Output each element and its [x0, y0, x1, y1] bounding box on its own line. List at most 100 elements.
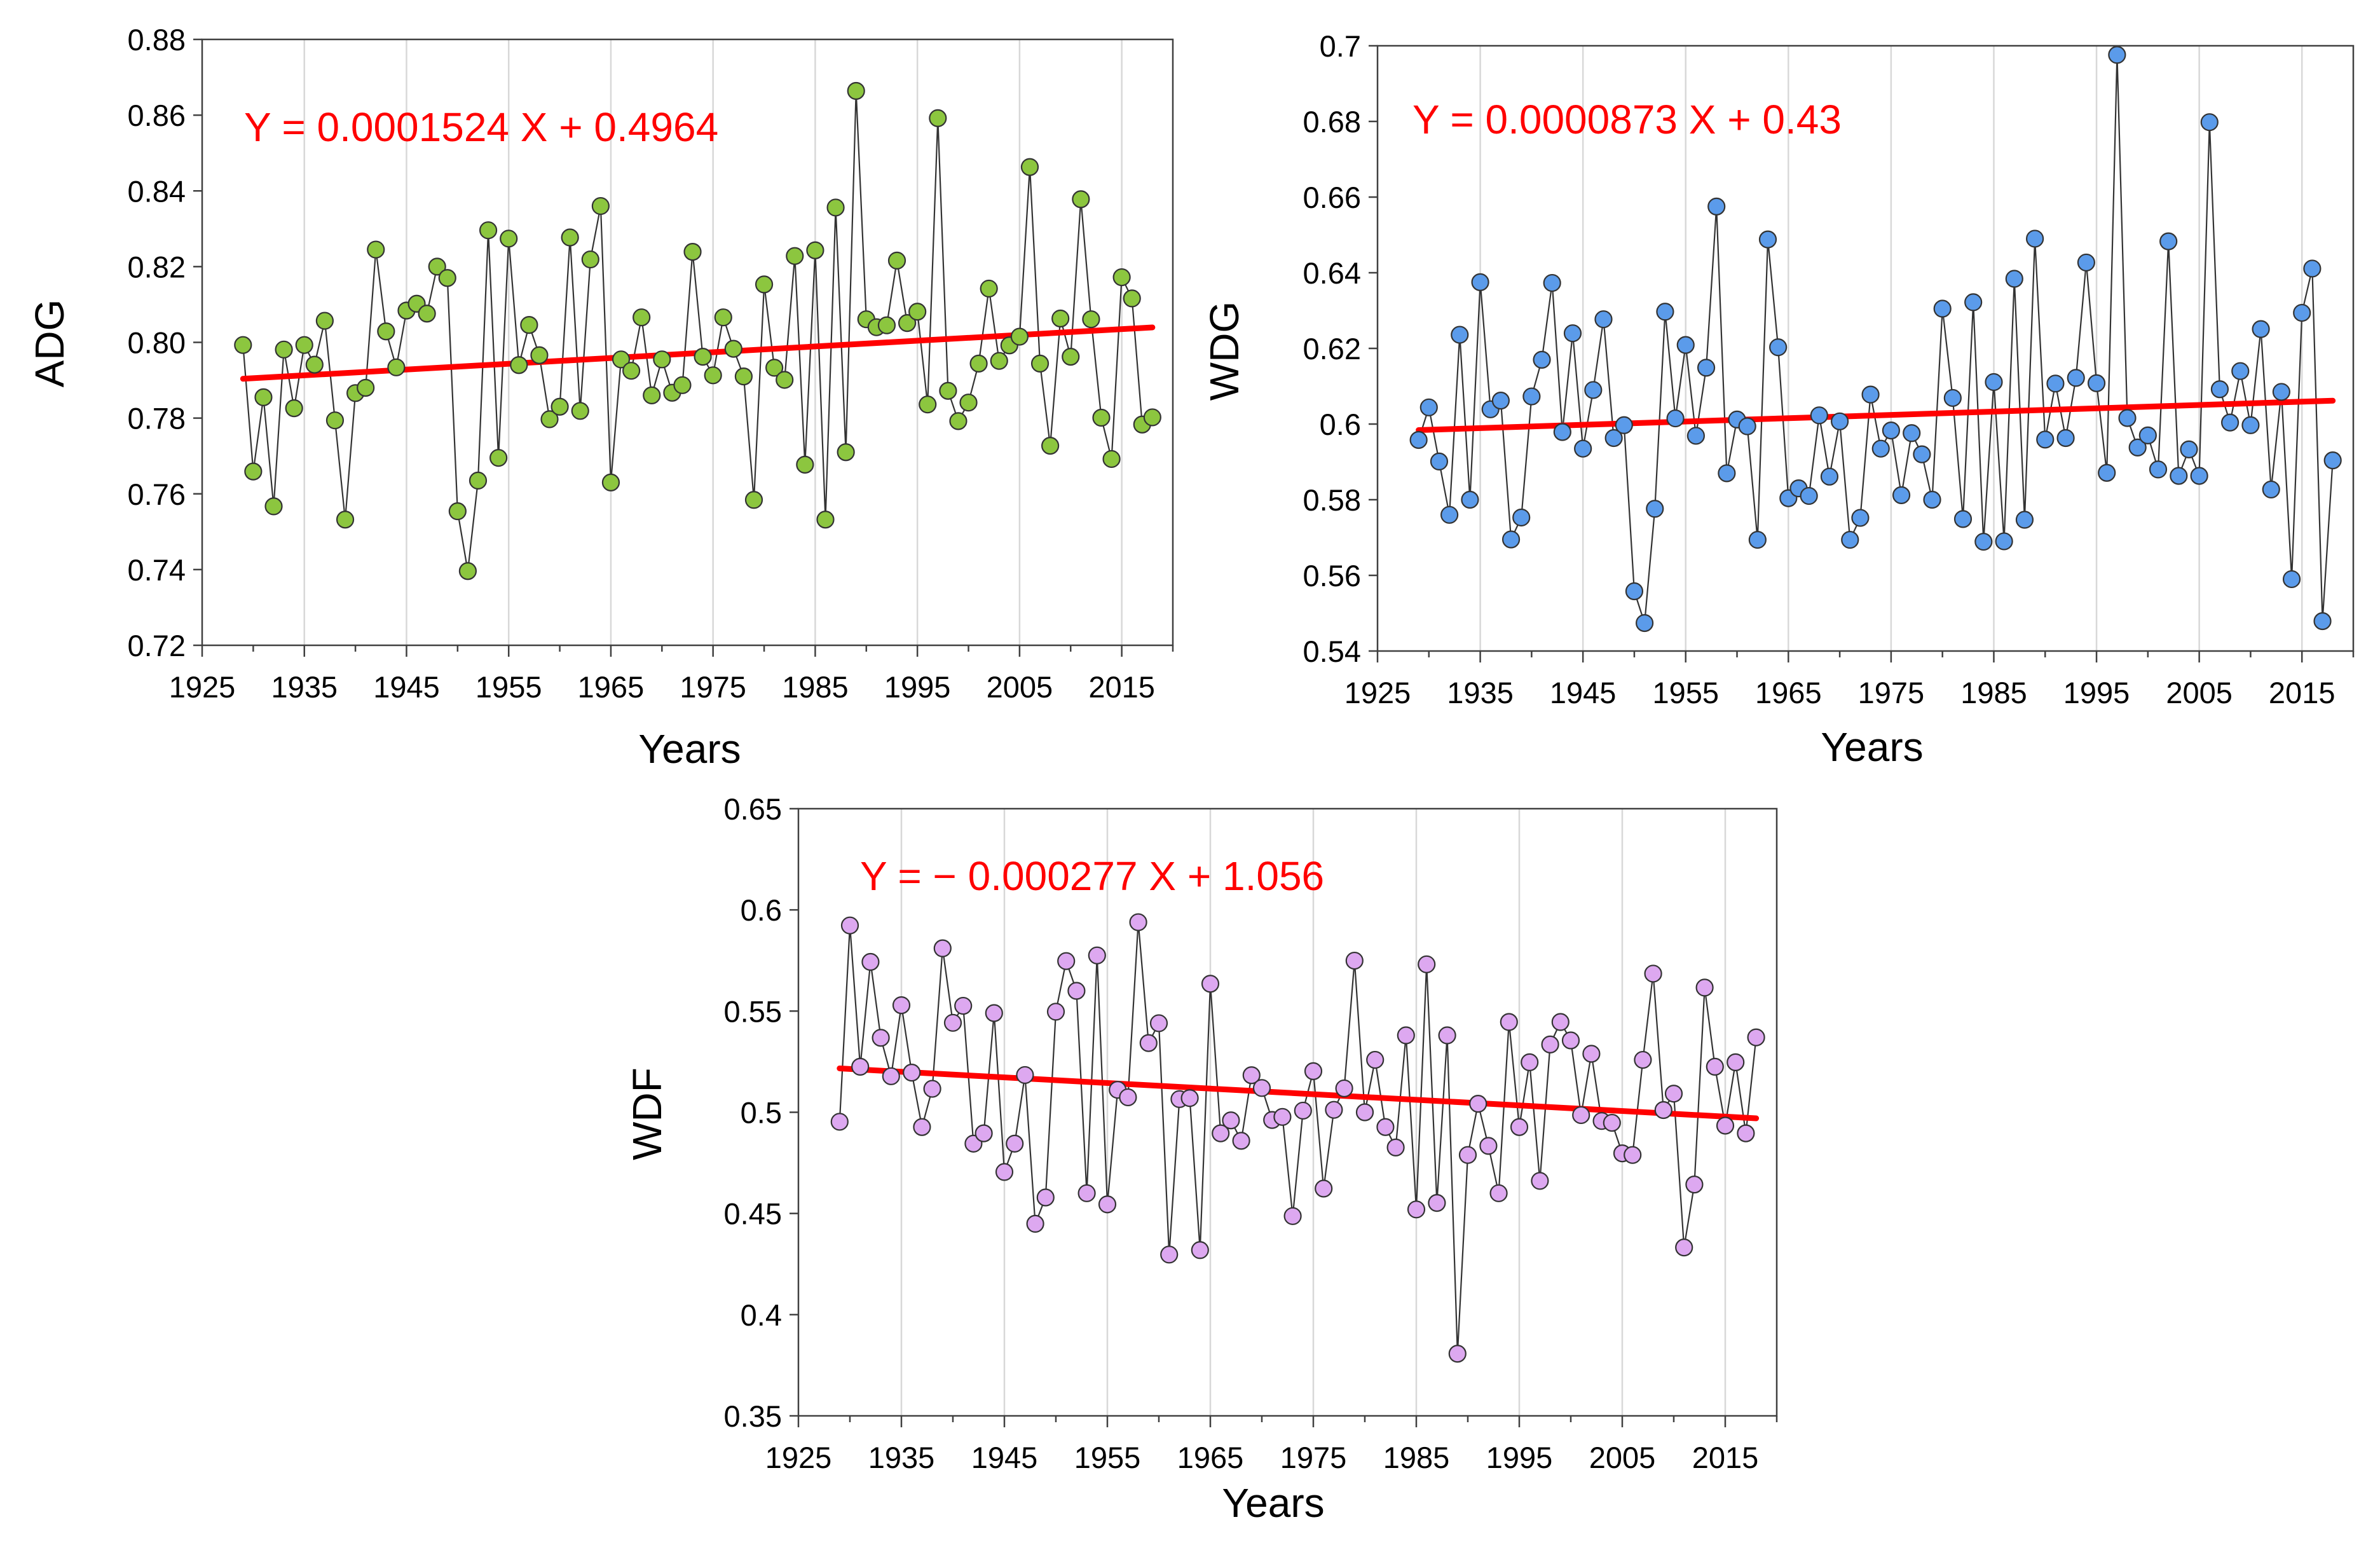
adg-x-tick-label: 2005: [987, 670, 1053, 704]
adg-y-tick-label: 0.78: [128, 402, 186, 435]
wdg-y-tick-label: 0.62: [1303, 332, 1361, 366]
wdg-data-point: [1748, 530, 1767, 549]
wdf-data-point: [995, 1163, 1014, 1181]
adg-data-point: [295, 336, 313, 354]
wdf-y-tick-label: 0.4: [741, 1298, 782, 1332]
adg-data-point: [357, 378, 375, 397]
adg-y-tick-label: 0.74: [128, 553, 186, 587]
wdf-data-point: [1561, 1031, 1580, 1050]
wdf-data-point: [943, 1013, 962, 1032]
adg-data-point: [1062, 348, 1080, 366]
wdg-data-point: [2056, 429, 2075, 448]
adg-data-point: [581, 250, 599, 269]
wdg-data-point: [2313, 612, 2332, 631]
wdf-data-point: [840, 916, 859, 935]
wdg-trend-equation: Y = 0.0000873 X + 0.43: [1412, 97, 1842, 142]
adg-y-tick-label: 0.76: [128, 477, 186, 511]
wdf-data-point: [1273, 1108, 1292, 1126]
adg-data-point: [816, 511, 835, 529]
wdf-data-point: [872, 1029, 890, 1047]
adg-data-point: [898, 314, 917, 333]
adg-data-point: [744, 491, 763, 509]
wdf-data-point: [1510, 1118, 1529, 1136]
adg-x-tick-label: 1995: [884, 670, 951, 704]
wdg-x-tick-label: 1935: [1447, 676, 1514, 710]
wdg-x-tick-label: 1975: [1858, 676, 1925, 710]
adg-data-point: [704, 366, 722, 385]
wdf-trend-line: [837, 1066, 1760, 1121]
wdg-data-point: [2190, 467, 2208, 485]
adg-data-point: [530, 346, 549, 364]
adg-data-point: [275, 340, 293, 359]
wdg-data-point: [1913, 445, 1931, 463]
wdg-x-axis-title: Years: [1821, 724, 1923, 770]
adg-data-point: [990, 352, 1008, 370]
adg-data-point: [510, 356, 528, 374]
wdf-data-point: [1572, 1106, 1590, 1125]
adg-data-point: [1082, 310, 1100, 329]
adg-data-point: [1030, 354, 1050, 373]
wdg-x-tick-label: 1965: [1755, 676, 1822, 710]
adg-data-point: [571, 402, 589, 420]
wdf-data-point: [1036, 1188, 1055, 1207]
wdg-data-point: [1574, 439, 1592, 458]
wdg-data-point: [2067, 369, 2085, 387]
adg-data-point: [377, 322, 395, 341]
wdf-data-point: [1531, 1172, 1549, 1190]
wdf-data-point: [1438, 1026, 1456, 1045]
wdg-data-point: [1501, 530, 1521, 549]
wdg-data-point: [2149, 460, 2168, 479]
wdg-data-point: [1903, 424, 1921, 442]
wdf-data-point: [1335, 1079, 1353, 1098]
adg-data-point: [847, 81, 865, 100]
adg-data-point: [325, 411, 345, 430]
wdf-data-point: [1624, 1146, 1642, 1164]
wdg-data-point: [1451, 326, 1469, 344]
wdf-data-point: [1716, 1116, 1735, 1135]
adg-x-tick-label: 1935: [271, 670, 338, 704]
wdf-data-point: [1242, 1066, 1261, 1085]
adg-data-point: [919, 395, 937, 414]
wdf-data-point: [1046, 1003, 1065, 1021]
wdf-data-point: [1180, 1089, 1199, 1108]
wdg-data-point: [1512, 508, 1531, 527]
wdf-data-point: [1294, 1101, 1312, 1120]
wdf-x-tick-label: 1995: [1486, 1441, 1553, 1474]
wdf-data-point: [1448, 1345, 1467, 1363]
wdf-data-point: [1551, 1013, 1570, 1031]
adg-data-point: [367, 240, 385, 259]
wdg-data-point: [1471, 273, 1489, 291]
wdg-data-point: [1440, 505, 1459, 524]
adg-data-point: [796, 455, 814, 474]
wdf-data-point: [1129, 913, 1147, 931]
adg-x-tick-label: 1945: [373, 670, 440, 704]
wdg-data-point: [2252, 320, 2270, 338]
wdf-data-point: [1201, 975, 1220, 993]
adg-data-point: [1112, 268, 1131, 287]
wdf-y-tick-label: 0.45: [724, 1197, 782, 1231]
wdf-data-point: [1160, 1245, 1179, 1264]
adg-x-tick-label: 1985: [782, 670, 849, 704]
wdf-data-point: [1407, 1200, 1426, 1219]
adg-data-point: [1041, 437, 1060, 455]
adg-data-point: [244, 462, 263, 481]
wdg-data-point: [1697, 359, 1716, 377]
adg-data-point: [438, 269, 456, 287]
wdg-data-point: [2170, 467, 2188, 485]
wdf-data-point: [1057, 952, 1076, 970]
wdf-data-point: [933, 939, 952, 957]
wdf-data-point: [1077, 1184, 1096, 1202]
adg-data-point: [561, 228, 579, 247]
wdf-data-point: [1727, 1053, 1745, 1071]
adg-data-point: [489, 449, 508, 467]
wdg-y-axis-title: WDG: [1201, 301, 1247, 401]
adg-data-point: [612, 350, 631, 369]
wdf-data-point: [1006, 1134, 1024, 1153]
wdg-y-tick-label: 0.64: [1303, 256, 1361, 290]
wdf-data-point: [1654, 1101, 1672, 1120]
adg-data-point: [285, 399, 303, 418]
wdf-trend-equation: Y = − 0.000277 X + 1.056: [860, 853, 1324, 899]
adg-data-point: [1010, 327, 1029, 346]
wdf-data-point: [1634, 1050, 1652, 1069]
adg-x-tick-label: 1975: [680, 670, 746, 704]
